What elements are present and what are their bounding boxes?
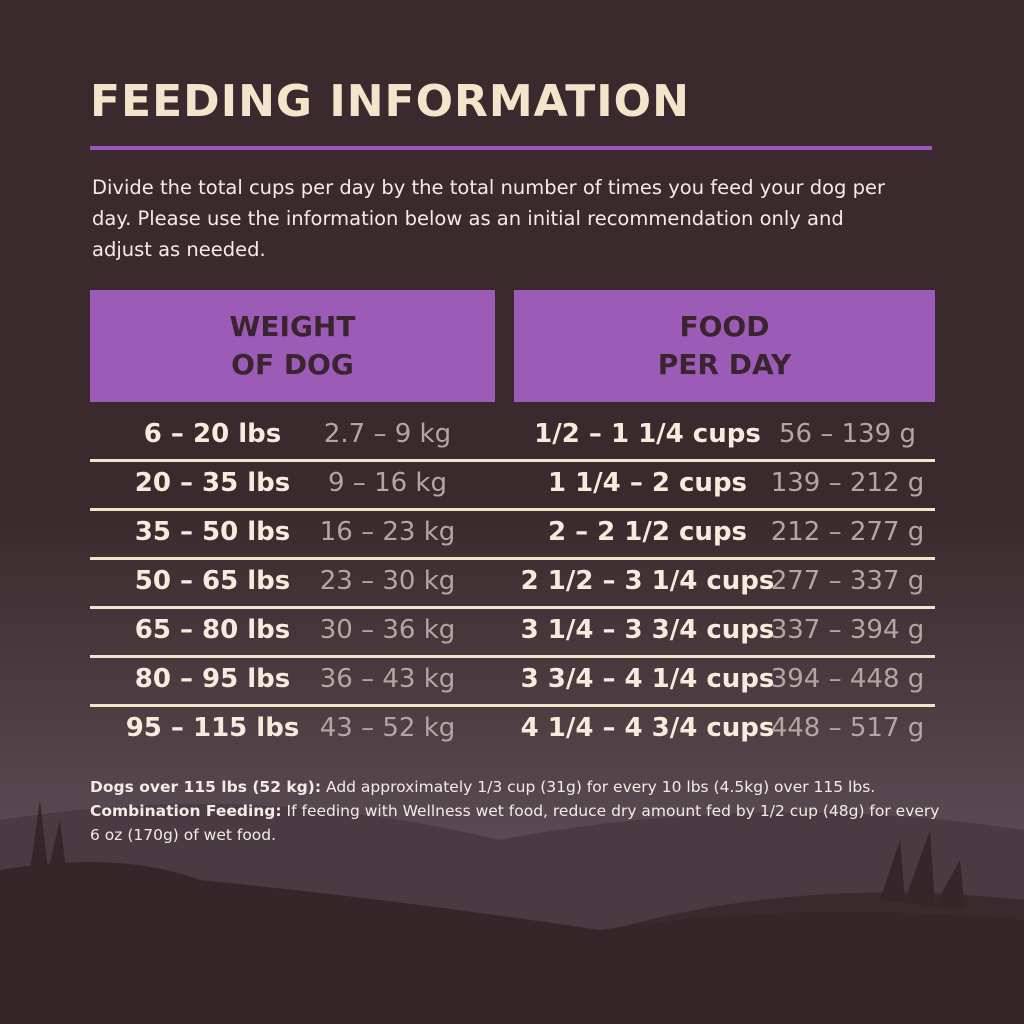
table-cell: 337 – 394 g — [770, 615, 925, 645]
table-row: 65 – 80 lbs 30 – 36 kg 3 1/4 – 3 3/4 cups 3… — [90, 606, 935, 658]
table-row: 50 – 65 lbs 23 – 30 kg 2 1/2 – 3 1/4 cups 2… — [90, 557, 935, 609]
table-cell: 1/2 – 1 1/4 cups — [534, 419, 761, 449]
table-cell: 448 – 517 g — [770, 713, 925, 743]
table-cell: 80 – 95 lbs — [134, 664, 291, 694]
table-cell: 43 – 52 kg — [319, 713, 456, 743]
table-cell: 2 – 2 1/2 cups — [547, 517, 748, 547]
table-cell: 3 3/4 – 4 1/4 cups — [520, 664, 775, 694]
footnote-text: Add approximately 1/3 cup (31g) for ever… — [321, 778, 876, 796]
table-cell: 277 – 337 g — [770, 566, 925, 596]
table-cell: 139 – 212 g — [770, 468, 925, 498]
table-cell: 394 – 448 g — [770, 664, 925, 694]
table-cell: 23 – 30 kg — [319, 566, 456, 596]
table-cell: 3 1/4 – 3 3/4 cups — [520, 615, 775, 645]
table-cell: 9 – 16 kg — [328, 468, 447, 498]
table-cell: 36 – 43 kg — [319, 664, 456, 694]
title: FEEDING INFORMATION — [90, 76, 690, 127]
intro: Divide the total cups per day by the tot… — [92, 176, 886, 261]
table-row: 95 – 115 lbs 43 – 52 kg 4 1/4 – 4 3/4 cups… — [90, 704, 935, 753]
table-cell: 35 – 50 lbs — [134, 517, 291, 547]
table-cell: 2.7 – 9 kg — [323, 419, 452, 449]
table-row: 20 – 35 lbs 9 – 16 kg 1 1/4 – 2 cups 139 – … — [90, 459, 935, 511]
table-cell: 4 1/4 – 4 3/4 cups — [520, 713, 775, 743]
header-line: PER DAY — [657, 348, 792, 381]
table-cell: 20 – 35 lbs — [134, 468, 291, 498]
table-cell: 2 1/2 – 3 1/4 cups — [520, 566, 775, 596]
table-cell: 95 – 115 lbs — [125, 713, 300, 743]
title-rule — [90, 146, 932, 150]
table-cell: 1 1/4 – 2 cups — [547, 468, 748, 498]
header-line: FOOD — [679, 310, 770, 343]
table-row: 80 – 95 lbs 36 – 43 kg 3 3/4 – 4 1/4 cups 3… — [90, 655, 935, 707]
table-row: 6 – 20 lbs 2.7 – 9 kg 1/2 – 1 1/4 cups 56 –… — [90, 410, 935, 462]
header-line: WEIGHT — [229, 310, 356, 343]
column-header: FOOD PER DAY — [514, 290, 935, 402]
table-row: 35 – 50 lbs 16 – 23 kg 2 – 2 1/2 cups 212 –… — [90, 508, 935, 560]
table-cell: 212 – 277 g — [770, 517, 925, 547]
table-cell: 50 – 65 lbs — [134, 566, 291, 596]
footnote: Dogs over 115 lbs (52 kg): Add approxima… — [90, 775, 950, 847]
column-header: WEIGHT OF DOG — [90, 290, 495, 402]
footnote-text: If feeding with Wellness wet food, reduc… — [90, 802, 940, 844]
table-cell: 30 – 36 kg — [319, 615, 456, 645]
table-cell: 56 – 139 g — [778, 419, 916, 449]
table-cell: 65 – 80 lbs — [134, 615, 291, 645]
table-cell: 16 – 23 kg — [319, 517, 456, 547]
footnote-label: Dogs over 115 lbs (52 kg): — [90, 778, 322, 796]
header-line: OF DOG — [231, 348, 354, 381]
footnote-label: Combination Feeding: — [90, 802, 282, 820]
table-cell: 6 – 20 lbs — [143, 419, 282, 449]
